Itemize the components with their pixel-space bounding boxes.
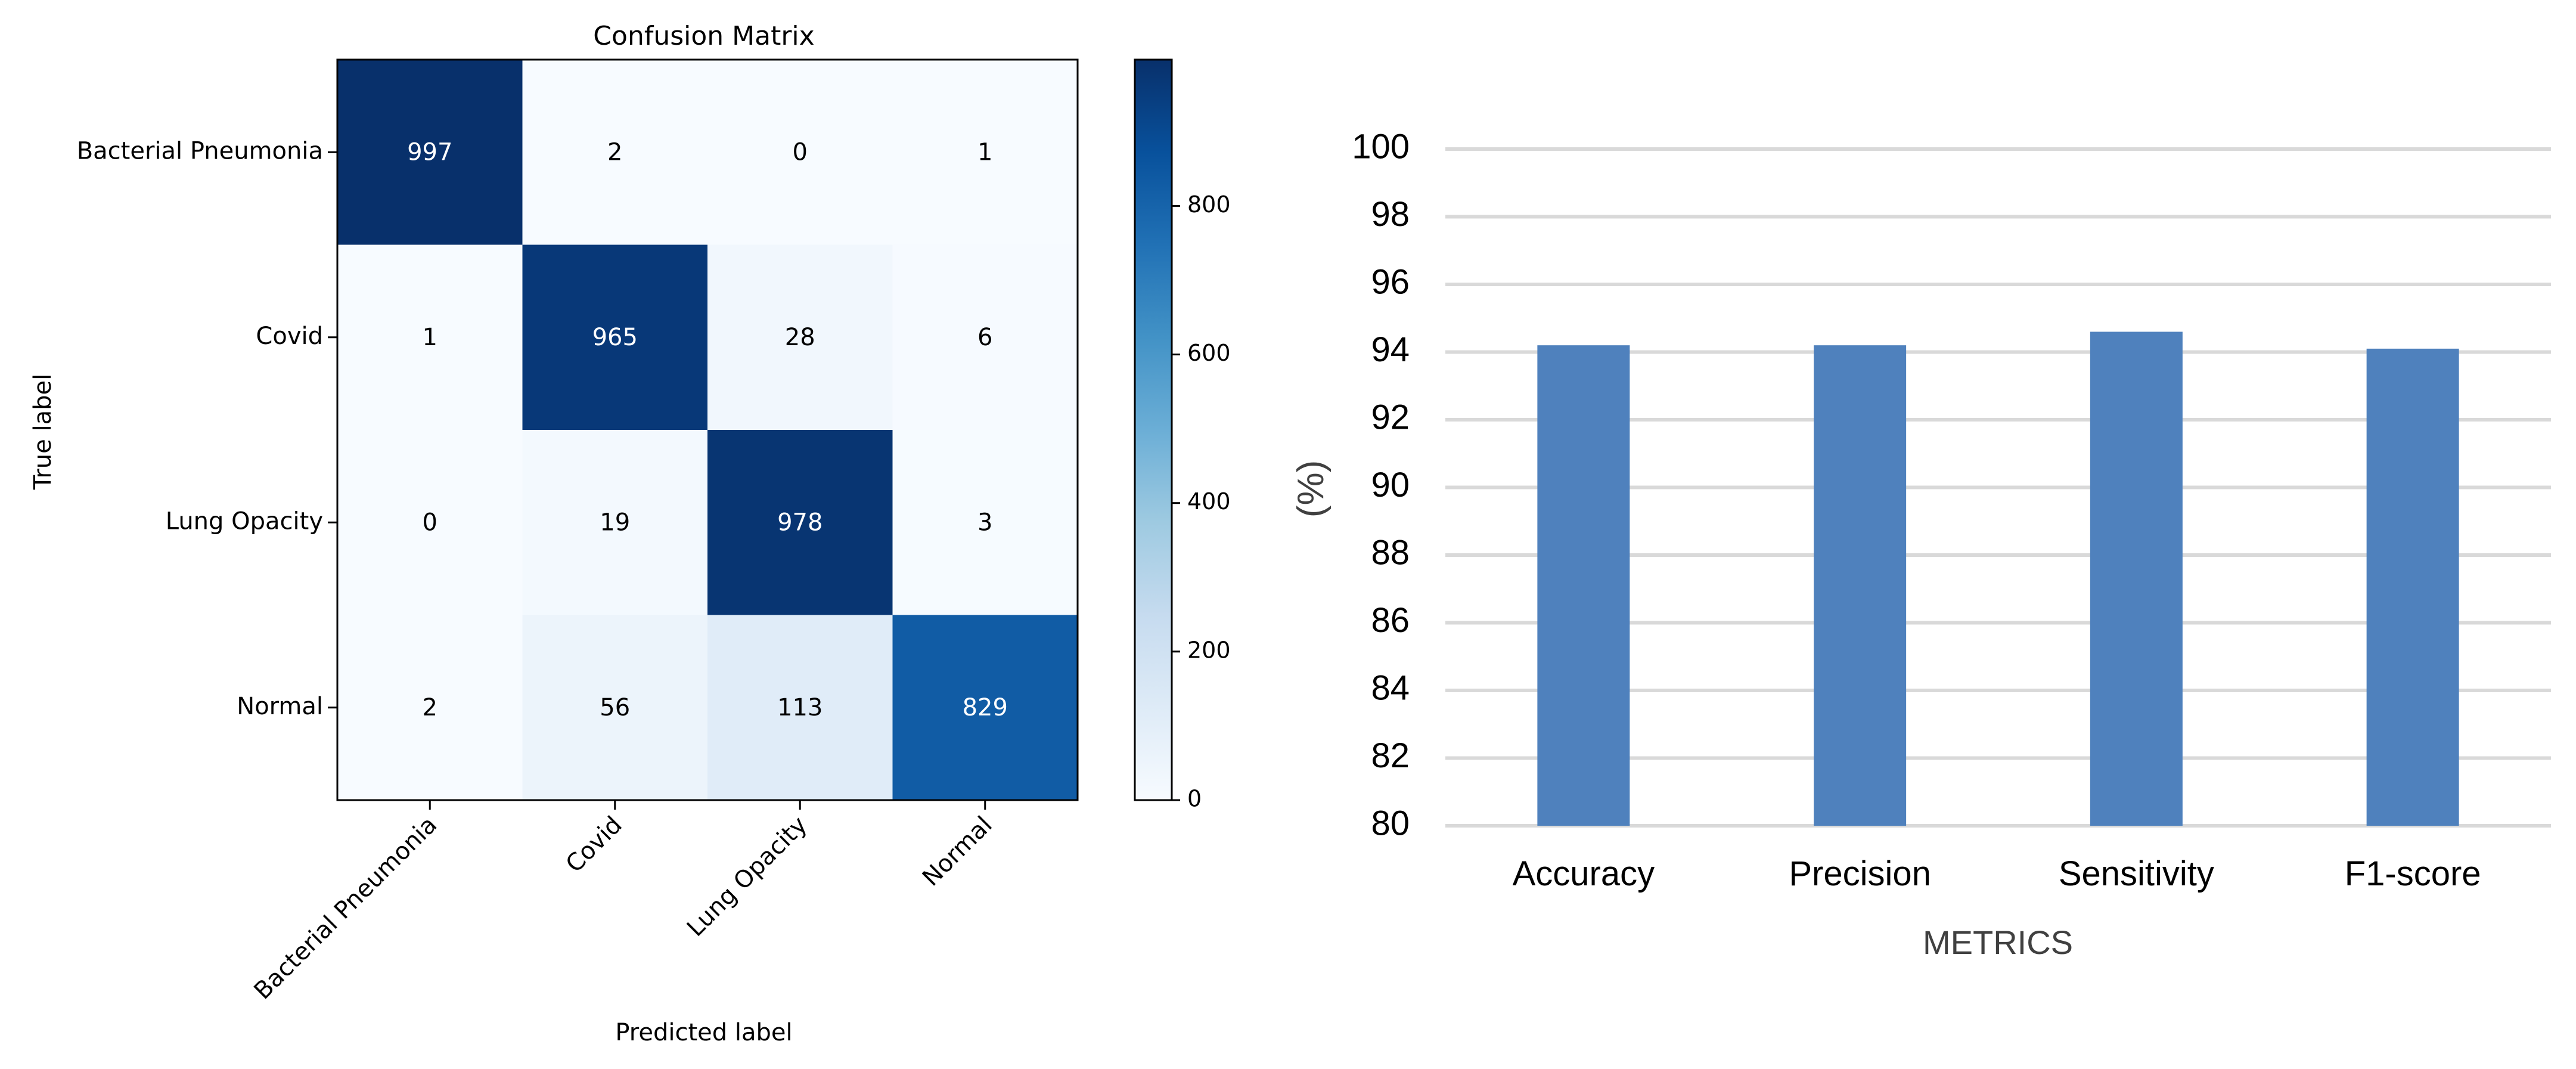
- cm-cell-value: 0: [793, 138, 808, 166]
- cm-cell-value: 1: [977, 138, 992, 166]
- bar-y-tick-label: 82: [1371, 736, 1410, 775]
- cm-cell-value: 6: [977, 324, 992, 351]
- bar-y-tick-label: 84: [1371, 668, 1410, 707]
- bar-x-tick-accuracy: Accuracy: [1513, 854, 1655, 893]
- colorbar: [1134, 58, 1173, 801]
- bar-y-tick-label: 94: [1371, 330, 1410, 369]
- cm-cell: [707, 430, 893, 615]
- bar-x-tick-sensitivity: Sensitivity: [2059, 854, 2214, 893]
- cm-cell: [522, 60, 708, 245]
- cm-cell-value: 56: [600, 694, 630, 721]
- cm-x-axis-label: Predicted label: [615, 1019, 792, 1046]
- bar-y-tick-label: 86: [1371, 601, 1410, 640]
- bar-y-tick-label: 100: [1352, 127, 1410, 166]
- bar-precision: [1814, 345, 1907, 826]
- bar-accuracy: [1537, 345, 1630, 826]
- cm-cell-value: 829: [963, 694, 1008, 721]
- colorbar-tick-label: 0: [1187, 786, 1202, 812]
- cm-cell: [337, 60, 523, 245]
- bar-y-axis-label: (%): [1290, 460, 1332, 518]
- cm-cell: [337, 615, 523, 801]
- cm-cell: [892, 244, 1078, 430]
- bar-y-tick-label: 80: [1371, 804, 1410, 842]
- cm-cell: [707, 615, 893, 801]
- cm-cell-value: 0: [423, 509, 437, 536]
- bar-y-tick-label: 98: [1371, 195, 1410, 234]
- cm-cell-value: 965: [592, 324, 638, 351]
- cm-cell-value: 978: [777, 509, 823, 536]
- cm-title: Confusion Matrix: [593, 21, 814, 51]
- bar-sensitivity: [2090, 331, 2183, 826]
- bar-y-tick-label: 88: [1371, 533, 1410, 572]
- cm-cell: [892, 60, 1078, 245]
- cm-cell: [337, 430, 523, 615]
- bar-y-tick-label: 96: [1371, 262, 1410, 301]
- bar-x-tick-precision: Precision: [1789, 854, 1931, 893]
- colorbar-tick-label: 200: [1187, 637, 1231, 663]
- bar-y-tick-label: 92: [1371, 398, 1410, 436]
- cm-cell-value: 1: [423, 324, 437, 351]
- cm-y-tick-bacterial-pneumonia: Bacterial Pneumonia: [77, 137, 323, 165]
- cm-cell: [707, 244, 893, 430]
- cm-y-tick-lung-opacity: Lung Opacity: [166, 507, 323, 535]
- cm-cells: 997 2 0 1 1 965 28 6 0 19 978 3 2 56 113 829: [337, 60, 1078, 801]
- bar-x-tick-f1-score: F1-score: [2345, 854, 2481, 893]
- cm-frame: [336, 58, 1079, 801]
- cm-cell-value: 997: [407, 138, 452, 166]
- colorbar-tick-label: 800: [1187, 191, 1231, 218]
- bar-f1-score: [2366, 348, 2459, 826]
- cm-cell: [522, 244, 708, 430]
- colorbar-ticks: 0 200 400 600 800: [1172, 191, 1231, 812]
- cm-cell-value: 19: [600, 509, 630, 536]
- colorbar-tick-label: 600: [1187, 340, 1231, 366]
- cm-cell: [522, 615, 708, 801]
- cm-y-tick-normal: Normal: [237, 693, 323, 720]
- cm-cell-value: 28: [785, 324, 815, 351]
- bar-y-ticks: 80 82 84 86 88 90 92 94 96 98 100: [1352, 127, 1410, 842]
- cm-cell: [892, 615, 1078, 801]
- bar-y-tick-label: 90: [1371, 466, 1410, 504]
- cm-y-tick-covid: Covid: [256, 323, 323, 350]
- bar-x-ticks: Accuracy Precision Sensitivity F1-score: [1513, 854, 2481, 893]
- confusion-matrix-chart: Confusion Matrix Predicted label True la…: [29, 21, 1231, 1046]
- cm-cell: [707, 60, 893, 245]
- bar-series: [1537, 331, 2459, 826]
- bar-x-axis-label: METRICS: [1923, 924, 2073, 961]
- cm-cell: [337, 244, 523, 430]
- cm-y-axis-label: True label: [29, 374, 57, 490]
- cm-cell-value: 2: [607, 138, 622, 166]
- cm-cell: [522, 430, 708, 615]
- cm-cell: [892, 430, 1078, 615]
- cm-cell-value: 3: [977, 509, 992, 536]
- cm-cell-value: 113: [777, 694, 823, 721]
- cm-cell-value: 2: [423, 694, 437, 721]
- colorbar-tick-label: 400: [1187, 488, 1231, 515]
